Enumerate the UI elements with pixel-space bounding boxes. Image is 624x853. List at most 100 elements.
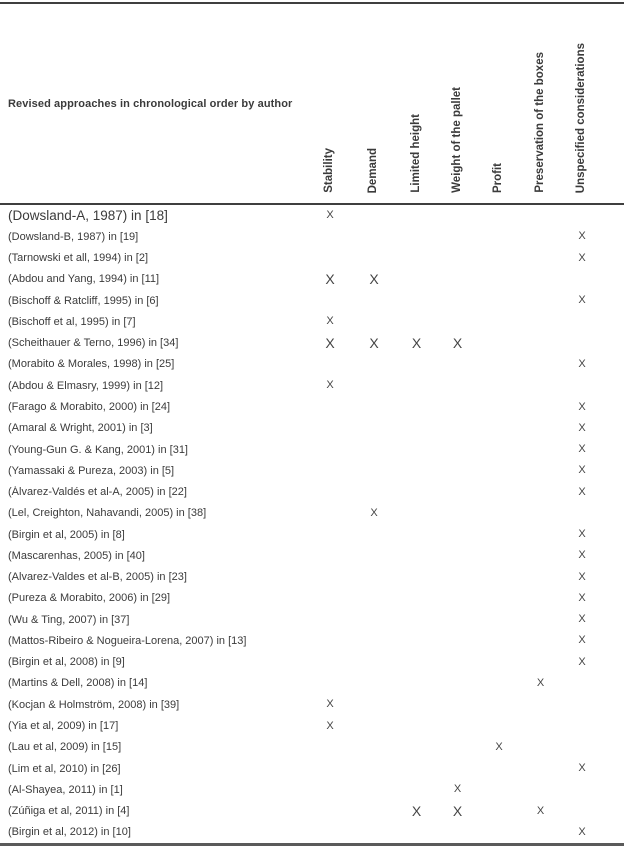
criterion-mark-preservation-of-the-boxes: X — [536, 804, 545, 817]
author-citation: (Alvarez-Valdes et al-B, 2005) in [23] — [8, 571, 187, 584]
criterion-mark-limited-height: X — [411, 335, 422, 352]
table-row: (Abdou & Elmasry, 1999) in [12] X — [0, 375, 624, 396]
table-row: (Morabito & Morales, 1998) in [25] X — [0, 354, 624, 375]
author-citation: (Birgin et al, 2005) in [8] — [8, 528, 125, 541]
table-row: (Al-Shayea, 2011) in [1] X — [0, 779, 624, 800]
table-row: (Pureza & Morabito, 2006) in [29] X — [0, 588, 624, 609]
table-row: (Amaral & Wright, 2001) in [3] X — [0, 418, 624, 439]
criterion-mark-demand: X — [369, 271, 379, 288]
criterion-mark-unspecified-considerations: X — [578, 613, 586, 626]
column-header-label: Limited height — [409, 114, 422, 193]
author-citation: (Abdou & Elmasry, 1999) in [12] — [8, 379, 164, 392]
table-row: (Yamassaki & Pureza, 2003) in [5] X — [0, 460, 624, 481]
table-row: (Alvarez-Valdes et al-B, 2005) in [23] X — [0, 567, 624, 588]
column-header-label: Stability — [323, 148, 336, 193]
author-citation: (Yia et al, 2009) in [17] — [8, 720, 119, 732]
column-headers: Stability Demand Limited height Weight of t… — [308, 4, 624, 203]
table-row: (Wu & Ting, 2007) in [37] X — [0, 609, 624, 630]
author-citation: (Dowsland-A, 1987) in [18] — [8, 208, 168, 224]
column-header-profit: Profit — [478, 4, 520, 203]
table-title: Revised approaches in chronological orde… — [8, 97, 293, 110]
table-row: (Álvarez-Valdés et al-A, 2005) in [22] X — [0, 481, 624, 502]
criterion-mark-preservation-of-the-boxes: X — [536, 676, 545, 689]
column-header-label: Unspecified considerations — [575, 42, 588, 193]
criterion-mark-unspecified-considerations: X — [578, 762, 586, 775]
criterion-mark-unspecified-considerations: X — [578, 570, 586, 583]
table-row: (Young-Gun G. & Kang, 2001) in [31] X — [0, 439, 624, 460]
table-row: (Birgin et al, 2005) in [8] X — [0, 524, 624, 545]
criterion-mark-unspecified-considerations: X — [578, 655, 586, 668]
criterion-mark-unspecified-considerations: X — [578, 230, 586, 243]
author-citation: (Birgin et al, 2012) in [10] — [8, 826, 131, 839]
author-citation: (Lel, Creighton, Nahavandi, 2005) in [38… — [8, 507, 207, 520]
criterion-mark-unspecified-considerations: X — [578, 421, 586, 434]
table-row: (Dowsland-B, 1987) in [19] X — [0, 226, 624, 247]
table-row: (Abdou and Yang, 1994) in [11] X X — [0, 269, 624, 290]
criterion-mark-stability: X — [326, 315, 334, 328]
author-citation: (Tarnowski et all, 1994) in [2] — [8, 252, 149, 265]
author-citation: (Kocjan & Holmström, 2008) in [39] — [8, 698, 180, 711]
criterion-mark-stability: X — [325, 271, 335, 288]
column-header-preservation-of-the-boxes: Preservation of the boxes — [520, 4, 561, 203]
column-header-stability: Stability — [308, 4, 352, 203]
table-row: (Martins & Dell, 2008) in [14] X — [0, 673, 624, 694]
author-citation: (Mascarenhas, 2005) in [40] — [8, 549, 145, 562]
criterion-mark-weight-of-the-pallet: X — [453, 783, 462, 796]
criterion-mark-unspecified-considerations: X — [578, 294, 586, 307]
author-citation: (Scheithauer & Terno, 1996) in [34] — [8, 337, 179, 350]
criterion-mark-unspecified-considerations: X — [578, 825, 586, 838]
author-citation: (Martins & Dell, 2008) in [14] — [8, 677, 148, 690]
author-citation: (Pureza & Morabito, 2006) in [29] — [8, 592, 171, 605]
table-row: (Dowsland-A, 1987) in [18] X — [0, 205, 624, 226]
table-row: (Kocjan & Holmström, 2008) in [39] X — [0, 694, 624, 715]
criterion-mark-unspecified-considerations: X — [578, 485, 586, 498]
table-body: (Dowsland-A, 1987) in [18] X (Dowsland-B, … — [0, 205, 624, 843]
table-row: (Scheithauer & Terno, 1996) in [34] X X X X — [0, 333, 624, 354]
column-header-label: Profit — [492, 162, 505, 193]
author-citation: (Wu & Ting, 2007) in [37] — [8, 613, 130, 626]
criterion-mark-unspecified-considerations: X — [578, 549, 586, 562]
table-row: (Yia et al, 2009) in [17] X — [0, 715, 624, 736]
criterion-mark-weight-of-the-pallet: X — [452, 803, 463, 820]
criterion-mark-unspecified-considerations: X — [578, 634, 586, 647]
column-header-label: Demand — [367, 147, 380, 193]
table-row: (Birgin et al, 2012) in [10] X — [0, 822, 624, 843]
criterion-mark-unspecified-considerations: X — [578, 357, 586, 370]
criterion-mark-weight-of-the-pallet: X — [452, 335, 463, 352]
column-header-unspecified-considerations: Unspecified considerations — [561, 4, 603, 203]
author-citation: (Birgin et al, 2008) in [9] — [8, 656, 125, 669]
criterion-mark-stability: X — [326, 379, 334, 392]
criterion-mark-limited-height: X — [411, 803, 422, 820]
author-citation: (Abdou and Yang, 1994) in [11] — [8, 273, 160, 286]
author-citation: (Zúñiga et al, 2011) in [4] — [8, 805, 130, 818]
column-header-label: Weight of the pallet — [450, 87, 463, 193]
author-citation: (Lim et al, 2010) in [26] — [8, 762, 121, 775]
table-row: (Lau et al, 2009) in [15] X — [0, 737, 624, 758]
table-header-row: Revised approaches in chronological orde… — [0, 4, 624, 205]
author-citation: (Al-Shayea, 2011) in [1] — [8, 783, 123, 796]
criterion-mark-unspecified-considerations: X — [578, 443, 586, 456]
column-header-limited-height: Limited height — [396, 4, 437, 203]
criterion-mark-stability: X — [326, 719, 334, 732]
table-row: (Tarnowski et all, 1994) in [2] X — [0, 248, 624, 269]
criterion-mark-profit: X — [495, 740, 503, 753]
column-header-label: Preservation of the boxes — [533, 52, 546, 193]
criterion-mark-stability: X — [325, 335, 335, 352]
column-header-demand: Demand — [352, 4, 396, 203]
criterion-mark-unspecified-considerations: X — [578, 591, 586, 604]
author-citation: (Farago & Morabito, 2000) in [24] — [8, 401, 171, 414]
author-citation: (Mattos-Ribeiro & Nogueira-Lorena, 2007)… — [8, 634, 247, 647]
criterion-mark-unspecified-considerations: X — [578, 464, 586, 477]
table-row: (Farago & Morabito, 2000) in [24] X — [0, 396, 624, 417]
table-row: (Bischoff et al, 1995) in [7] X — [0, 311, 624, 332]
author-citation: (Bischoff et al, 1995) in [7] — [8, 315, 136, 328]
criterion-mark-unspecified-considerations: X — [578, 528, 586, 541]
table-row: (Lel, Creighton, Nahavandi, 2005) in [38… — [0, 503, 624, 524]
criterion-mark-stability: X — [326, 698, 334, 711]
author-citation: (Amaral & Wright, 2001) in [3] — [8, 422, 153, 435]
author-citation: (Yamassaki & Pureza, 2003) in [5] — [8, 464, 175, 477]
author-citation: (Morabito & Morales, 1998) in [25] — [8, 358, 175, 371]
header-spacer — [603, 4, 624, 203]
